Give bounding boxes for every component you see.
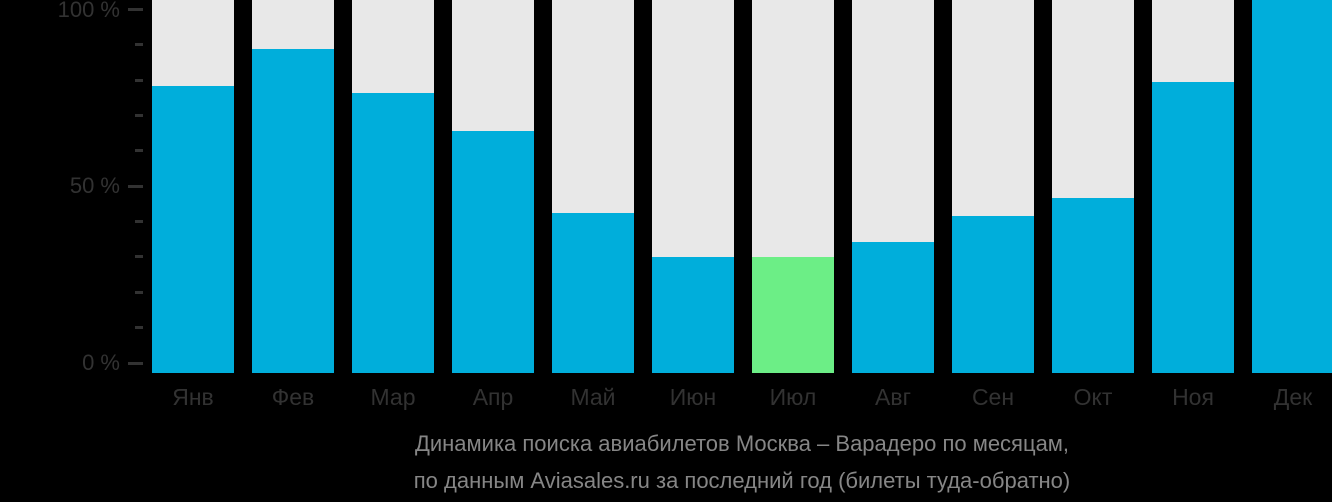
bar-jul <box>752 257 834 373</box>
bar-track-jan <box>152 0 234 373</box>
x-label-feb: Фев <box>271 384 315 410</box>
bar-track-may <box>552 0 634 373</box>
x-label-apr: Апр <box>472 384 514 410</box>
y-tick-0 <box>128 361 143 365</box>
bar-may <box>552 212 634 373</box>
bar-nov <box>1152 82 1234 373</box>
y-tick-40-minor <box>135 220 143 224</box>
y-tick-label-50: 50 % <box>69 173 120 199</box>
x-label-dec: Дек <box>1273 384 1313 410</box>
bar-track-oct <box>1052 0 1134 373</box>
y-axis: 0 % 50 % 100 % <box>0 0 152 375</box>
bar-track-apr <box>452 0 534 373</box>
bar-track-jul <box>752 0 834 373</box>
x-label-jun: Июн <box>669 384 717 410</box>
bar-feb <box>252 48 334 373</box>
bar-track-jun <box>652 0 734 373</box>
chart-caption: Динамика поиска авиабилетов Москва – Вар… <box>152 425 1332 499</box>
x-label-jul: Июл <box>769 384 817 410</box>
y-tick-100 <box>128 8 143 11</box>
bar-aug <box>852 242 934 373</box>
caption-title: Динамика поиска авиабилетов Москва – Вар… <box>414 431 1070 456</box>
y-tick-label-100: 100 % <box>57 0 120 22</box>
bar-jun <box>652 257 734 373</box>
y-tick-label-0: 0 % <box>82 350 120 375</box>
y-tick-70-minor <box>135 114 143 118</box>
x-label-mar: Мар <box>370 384 416 410</box>
x-label-jan: Янв <box>172 384 214 410</box>
plot-area <box>152 0 1332 373</box>
bar-track-nov <box>1152 0 1234 373</box>
x-label-nov: Ноя <box>1172 384 1214 410</box>
x-label-oct: Окт <box>1073 384 1113 410</box>
bar-apr <box>452 130 534 373</box>
bar-sep <box>952 216 1034 373</box>
bar-oct <box>1052 197 1134 373</box>
x-label-may: Май <box>570 384 616 410</box>
y-tick-80-minor <box>135 78 143 82</box>
y-tick-20-minor <box>135 290 143 294</box>
x-label-sep: Сен <box>971 384 1015 410</box>
bar-mar <box>352 93 434 373</box>
caption-subtitle: по данным Aviasales.ru за последний год … <box>413 468 1071 493</box>
bar-track-aug <box>852 0 934 373</box>
y-tick-90-minor <box>135 43 143 47</box>
y-tick-60-minor <box>135 149 143 153</box>
bar-track-sep <box>952 0 1034 373</box>
x-axis-labels: Янв Фев Мар Апр Май Июн Июл Авг Сен Окт Ноя Дек <box>152 383 1332 413</box>
bar-track-feb <box>252 0 334 373</box>
y-tick-50 <box>128 184 143 188</box>
x-label-aug: Авг <box>875 384 911 410</box>
bar-dec <box>1252 0 1332 373</box>
y-tick-10-minor <box>135 326 143 330</box>
bar-track-dec <box>1252 0 1332 373</box>
bar-jan <box>152 85 234 373</box>
bar-track-mar <box>352 0 434 373</box>
y-tick-30-minor <box>135 255 143 259</box>
